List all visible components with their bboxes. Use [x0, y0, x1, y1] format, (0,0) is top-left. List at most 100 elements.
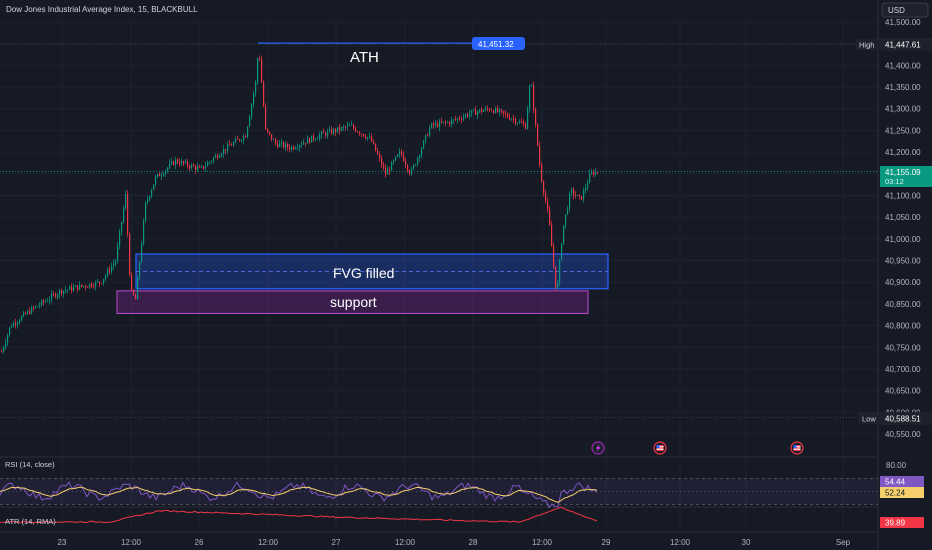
countdown-value: 03:12 — [885, 177, 904, 186]
candle-body — [441, 121, 443, 123]
atr-title[interactable]: ATR (14, RMA) — [5, 517, 56, 526]
candle-body — [75, 285, 77, 288]
candle-body — [125, 193, 127, 209]
candle-body — [225, 148, 227, 151]
currency-button[interactable]: USD — [881, 2, 929, 18]
candle-body — [173, 161, 175, 166]
low-marker[interactable]: Low 40,588.51 — [858, 412, 932, 425]
candle-body — [165, 170, 167, 175]
candle-body — [131, 274, 133, 290]
support-annotation[interactable]: support — [330, 294, 377, 310]
last-price-marker[interactable]: 41,155.09 03:12 — [880, 166, 932, 187]
candle-body — [447, 121, 449, 123]
rsi-title[interactable]: RSI (14, close) — [5, 460, 55, 469]
candle-body — [217, 155, 219, 158]
candle-body — [83, 285, 85, 287]
rsi-ma-line — [0, 486, 598, 503]
candle-body — [419, 155, 421, 158]
candle-body — [433, 123, 435, 126]
candle-body — [297, 147, 299, 149]
candle-body — [155, 176, 157, 185]
atr-line — [0, 506, 598, 524]
candle-body — [157, 173, 159, 177]
candle-body — [399, 151, 401, 155]
candle-body — [391, 162, 393, 171]
candle-body — [197, 166, 199, 170]
rsi-ma-value: 52.24 — [885, 489, 906, 498]
candle-body — [371, 136, 373, 142]
candle-body — [593, 172, 595, 176]
candle-body — [255, 81, 257, 94]
candle-body — [205, 166, 207, 169]
us-flag-icon[interactable] — [653, 441, 667, 455]
candle-body — [439, 121, 441, 128]
us-flag-icon[interactable] — [790, 441, 804, 455]
price-tick-label: 40,700.00 — [885, 365, 921, 374]
time-tick-label: 28 — [469, 538, 478, 547]
candle-body — [79, 284, 81, 290]
candle-body — [73, 287, 75, 291]
candle-body — [529, 86, 531, 109]
candle-body — [169, 163, 171, 168]
candle-body — [161, 175, 163, 177]
candle-body — [121, 221, 123, 232]
candle-body — [235, 138, 237, 143]
candle-body — [293, 146, 295, 149]
last-price-value: 41,155.09 — [885, 168, 921, 177]
candle-body — [27, 311, 29, 314]
ath-annotation[interactable]: ATH — [350, 49, 379, 66]
candle-body — [567, 208, 569, 215]
time-tick-label: 26 — [195, 538, 204, 547]
candle-body — [521, 121, 523, 123]
candle-body — [325, 132, 327, 136]
atr-pane — [0, 506, 598, 524]
candle-body — [525, 124, 527, 129]
candle-body — [215, 155, 217, 158]
lightning-icon[interactable] — [591, 441, 605, 455]
symbol-title[interactable]: Dow Jones Industrial Average Index, 15, … — [6, 5, 198, 14]
candle-body — [227, 144, 229, 151]
candle-body — [477, 111, 479, 115]
candle-body — [565, 214, 567, 226]
ath-price-marker[interactable]: 41,451.32 — [472, 37, 525, 50]
candle-body — [363, 134, 365, 137]
candle-body — [111, 266, 113, 272]
candle-body — [511, 118, 513, 120]
time-axis[interactable]: 23 12:00 26 12:00 27 12:00 28 12:00 29 12:00 30 Sep — [58, 538, 851, 547]
fvg-annotation[interactable]: FVG filled — [333, 265, 394, 281]
low-value: 40,588.51 — [885, 415, 921, 424]
candle-body — [577, 195, 579, 196]
candle-body — [557, 282, 559, 289]
candle-body — [407, 165, 409, 171]
candle-body — [233, 142, 235, 146]
candle-body — [595, 171, 597, 176]
candle-body — [437, 123, 439, 128]
candle-body — [457, 118, 459, 120]
candle-body — [175, 159, 177, 166]
candle-body — [127, 193, 129, 234]
candle-body — [423, 140, 425, 149]
candle-body — [189, 165, 191, 168]
candle-body — [323, 131, 325, 133]
candle-body — [179, 162, 181, 165]
candle-body — [481, 109, 483, 112]
candle-body — [479, 109, 481, 112]
high-marker[interactable]: High 41,447.61 — [856, 38, 932, 51]
candle-body — [425, 135, 427, 141]
candle-body — [123, 208, 125, 222]
candle-body — [63, 290, 65, 294]
candle-body — [29, 311, 31, 314]
candle-body — [545, 192, 547, 202]
candle-body — [531, 85, 533, 87]
candle-body — [365, 136, 367, 139]
high-value: 41,447.61 — [885, 41, 921, 50]
time-tick-label: 30 — [742, 538, 751, 547]
candle-body — [191, 164, 193, 168]
candle-body — [369, 136, 371, 138]
candle-body — [229, 144, 231, 146]
candle-body — [465, 114, 467, 117]
candle-body — [231, 145, 233, 147]
candle-body — [463, 116, 465, 120]
candle-body — [141, 243, 143, 263]
